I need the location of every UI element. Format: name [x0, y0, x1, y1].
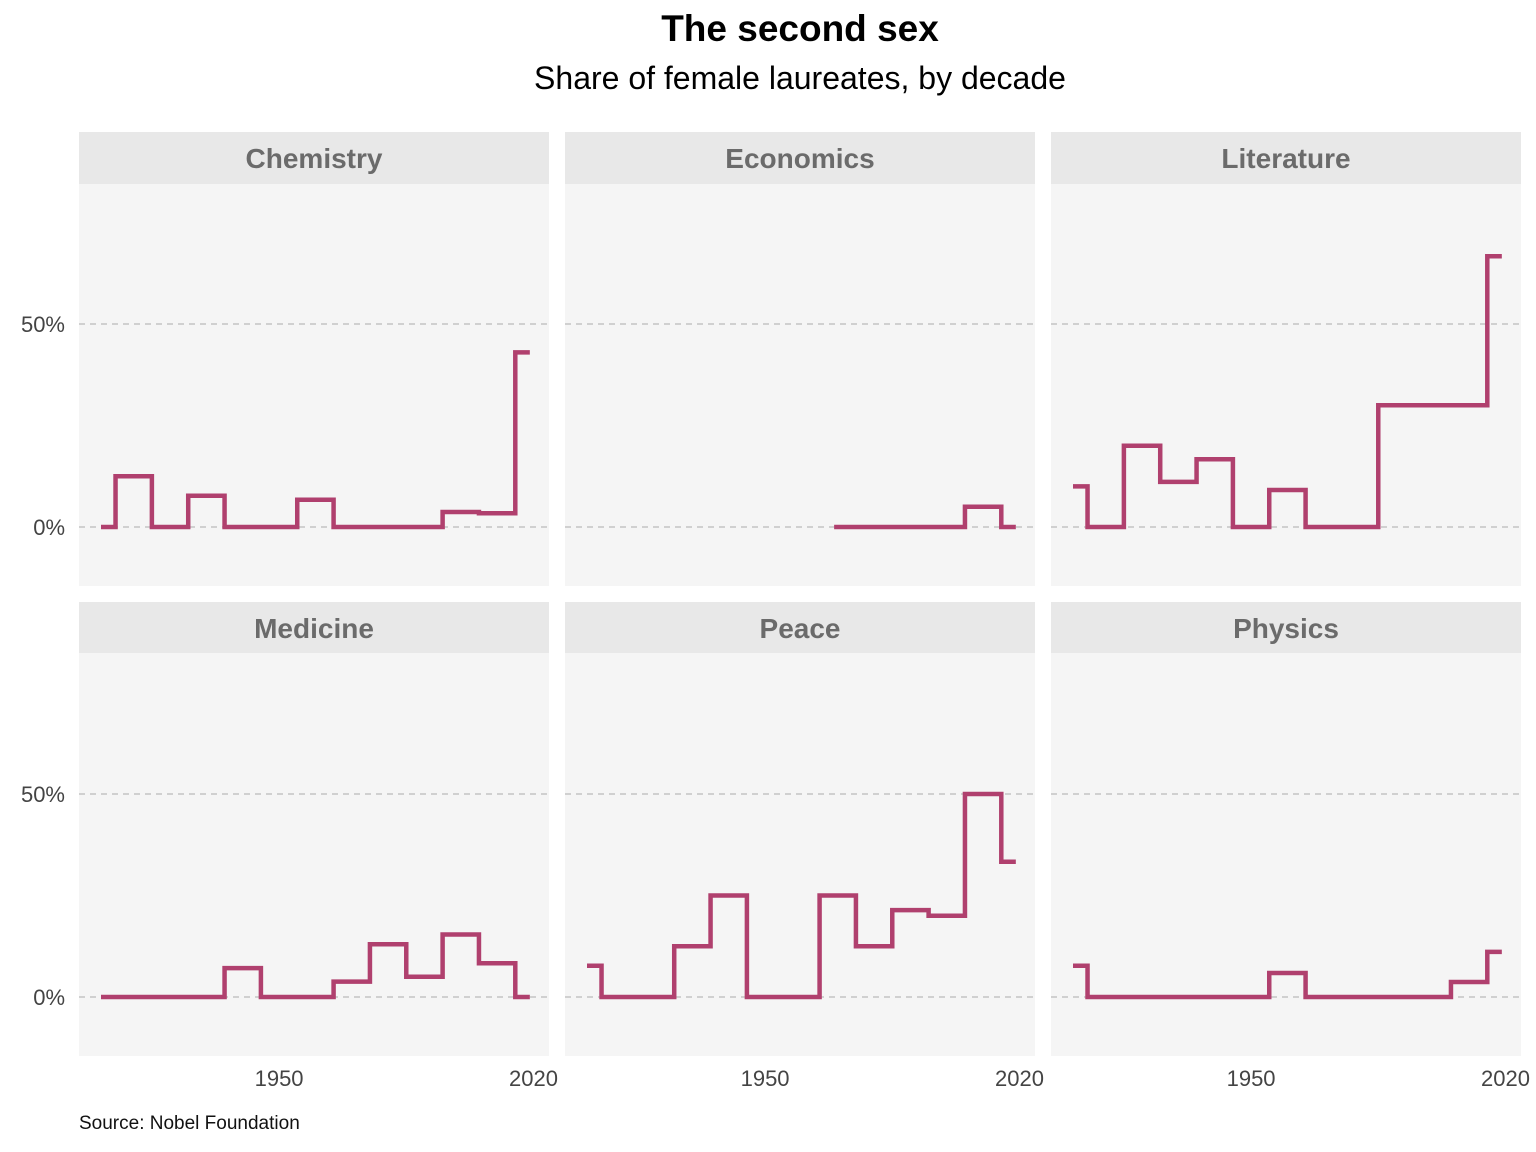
facet-strip — [79, 602, 549, 653]
facet-strip — [79, 132, 549, 184]
facet-strip — [1051, 132, 1521, 184]
series-step-line — [834, 504, 1016, 530]
series-step-line — [101, 932, 530, 1000]
x-tick-label: 2020 — [995, 1066, 1044, 1091]
series-step-line — [587, 791, 1016, 1000]
x-tick-label: 1950 — [1227, 1066, 1276, 1091]
facet-label: Literature — [1221, 143, 1350, 174]
x-tick-label: 1950 — [741, 1066, 790, 1091]
series-step-line — [101, 350, 530, 530]
facet-panel — [1051, 184, 1521, 586]
y-tick-label: 0% — [33, 985, 65, 1010]
facet-label: Physics — [1233, 613, 1339, 644]
y-tick-label: 50% — [21, 312, 65, 337]
chart-subtitle: Share of female laureates, by decade — [534, 60, 1066, 96]
facet-panel — [79, 653, 549, 1056]
series-step-line — [1073, 253, 1502, 530]
facet-panel — [565, 184, 1035, 586]
facet-panel — [1051, 653, 1521, 1056]
series-step-line — [1073, 949, 1502, 1000]
facet-label: Economics — [725, 143, 874, 174]
facet-label: Chemistry — [246, 143, 383, 174]
x-tick-label: 2020 — [509, 1066, 558, 1091]
facet-label: Peace — [760, 613, 841, 644]
facet-label: Medicine — [254, 613, 374, 644]
facet-strip — [565, 132, 1035, 184]
y-tick-label: 50% — [21, 782, 65, 807]
facet-panel — [565, 653, 1035, 1056]
chart-title: The second sex — [661, 8, 939, 49]
y-tick-label: 0% — [33, 515, 65, 540]
facet-strip — [1051, 602, 1521, 653]
facet-panel — [79, 184, 549, 586]
x-tick-label: 1950 — [255, 1066, 304, 1091]
source-caption: Source: Nobel Foundation — [79, 1113, 300, 1134]
facet-strip — [565, 602, 1035, 653]
x-tick-label: 2020 — [1481, 1066, 1530, 1091]
